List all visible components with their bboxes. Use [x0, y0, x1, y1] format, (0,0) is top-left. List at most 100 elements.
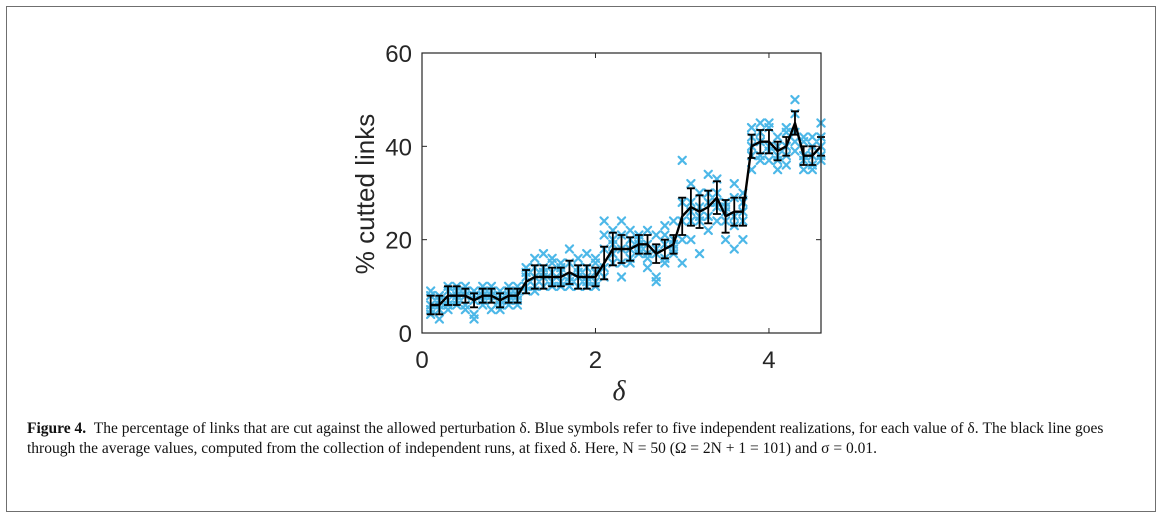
- error-bar: [660, 238, 669, 260]
- mean-line: [430, 121, 822, 307]
- error-bar: [764, 129, 773, 155]
- error-bar: [470, 292, 479, 309]
- scatter-point: [590, 253, 601, 264]
- caption-text: The percentage of links that are cut aga…: [27, 420, 1104, 457]
- scatter-point: [425, 286, 436, 296]
- error-bar: [452, 285, 461, 306]
- error-bar: [496, 292, 505, 309]
- error-bar: [712, 180, 721, 215]
- error-bar: [704, 189, 713, 225]
- caption-label: Figure 4.: [27, 420, 87, 437]
- scatter-point: [599, 230, 609, 240]
- scatter-point: [547, 258, 557, 268]
- error-bar: [522, 269, 531, 295]
- scatter-point: [772, 132, 783, 142]
- y-axis-label: % cutted links: [350, 114, 380, 274]
- error-bar: [608, 231, 617, 267]
- error-bar: [487, 287, 496, 304]
- scatter-point: [781, 160, 792, 170]
- scatter-point: [651, 230, 661, 240]
- scatter-point: [582, 248, 592, 259]
- scatter-point: [668, 216, 679, 226]
- error-bar: [435, 294, 444, 316]
- scatter-point: [642, 225, 653, 236]
- error-bar: [478, 287, 487, 304]
- error-bar: [799, 145, 808, 166]
- scatter-point: [807, 164, 818, 175]
- scatter-point: [599, 216, 609, 226]
- error-bar: [582, 264, 591, 290]
- y-tick-label: 40: [385, 134, 412, 161]
- scatter-point: [686, 178, 696, 189]
- error-bar: [591, 266, 600, 288]
- scatter-point: [729, 178, 739, 189]
- scatter-point: [443, 304, 453, 315]
- scatter-point: [616, 216, 627, 226]
- scatter-point: [677, 155, 687, 166]
- scatter-point: [677, 258, 687, 268]
- error-bar: [790, 110, 799, 136]
- scatter-point: [434, 314, 445, 324]
- scatter-point: [642, 253, 653, 264]
- scatter-point: [790, 146, 800, 156]
- error-bar: [695, 194, 704, 229]
- scatter-point: [486, 304, 497, 315]
- scatter-point: [807, 132, 818, 142]
- scatter-point: [642, 262, 653, 273]
- error-bar: [513, 287, 522, 304]
- scatter-point: [729, 244, 739, 254]
- x-tick-label: 0: [415, 347, 428, 374]
- x-axis-label: δ: [612, 376, 626, 407]
- error-bar: [730, 196, 739, 227]
- error-bar: [574, 264, 583, 290]
- scatter-point: [625, 225, 635, 236]
- scatter-point: [530, 253, 540, 264]
- scatter-point: [772, 164, 783, 175]
- y-tick-label: 20: [385, 228, 412, 255]
- axis-labels: δ % cutted links: [350, 114, 626, 407]
- scatter-point: [660, 220, 670, 231]
- scatter-point: [660, 230, 670, 240]
- error-bar: [669, 234, 678, 255]
- error-bar: [539, 264, 548, 290]
- scatter-point: [538, 248, 549, 259]
- scatter-point: [764, 155, 774, 166]
- error-bar: [444, 285, 453, 306]
- scatter-point: [712, 216, 722, 226]
- error-bar: [738, 196, 747, 227]
- error-bar: [678, 196, 687, 236]
- figure-caption: Figure 4. The percentage of links that a…: [27, 419, 1147, 459]
- error-bar: [756, 129, 765, 155]
- scatter-point: [469, 314, 479, 324]
- y-tick-label: 60: [385, 41, 412, 68]
- error-bar: [626, 236, 635, 262]
- error-bar: [747, 133, 756, 159]
- scatter-point: [686, 234, 696, 245]
- error-bar: [461, 287, 470, 304]
- scatter-point: [755, 155, 765, 166]
- scatter-point: [755, 118, 765, 128]
- error-bar: [643, 234, 652, 255]
- scatter-point: [694, 248, 705, 259]
- scatter-point: [790, 136, 800, 147]
- error-bar: [556, 266, 565, 288]
- scatter-point: [738, 234, 748, 245]
- error-bar: [686, 187, 695, 227]
- x-tick-label: 4: [762, 347, 775, 374]
- error-bar: [548, 266, 557, 288]
- error-bar: [426, 294, 435, 316]
- scatter-point: [460, 304, 471, 315]
- scatter-point: [651, 272, 661, 282]
- scatter-point: [616, 272, 627, 282]
- error-bar: [530, 264, 539, 290]
- error-bar: [721, 199, 730, 234]
- error-bar: [782, 136, 791, 157]
- y-tick-label: 0: [399, 321, 412, 348]
- scatter-point: [790, 94, 800, 105]
- scatter-point: [573, 253, 583, 264]
- x-tick-label: 2: [589, 347, 602, 374]
- error-bar: [504, 287, 513, 304]
- scatter-point: [564, 244, 575, 254]
- scatter-point: [781, 127, 792, 138]
